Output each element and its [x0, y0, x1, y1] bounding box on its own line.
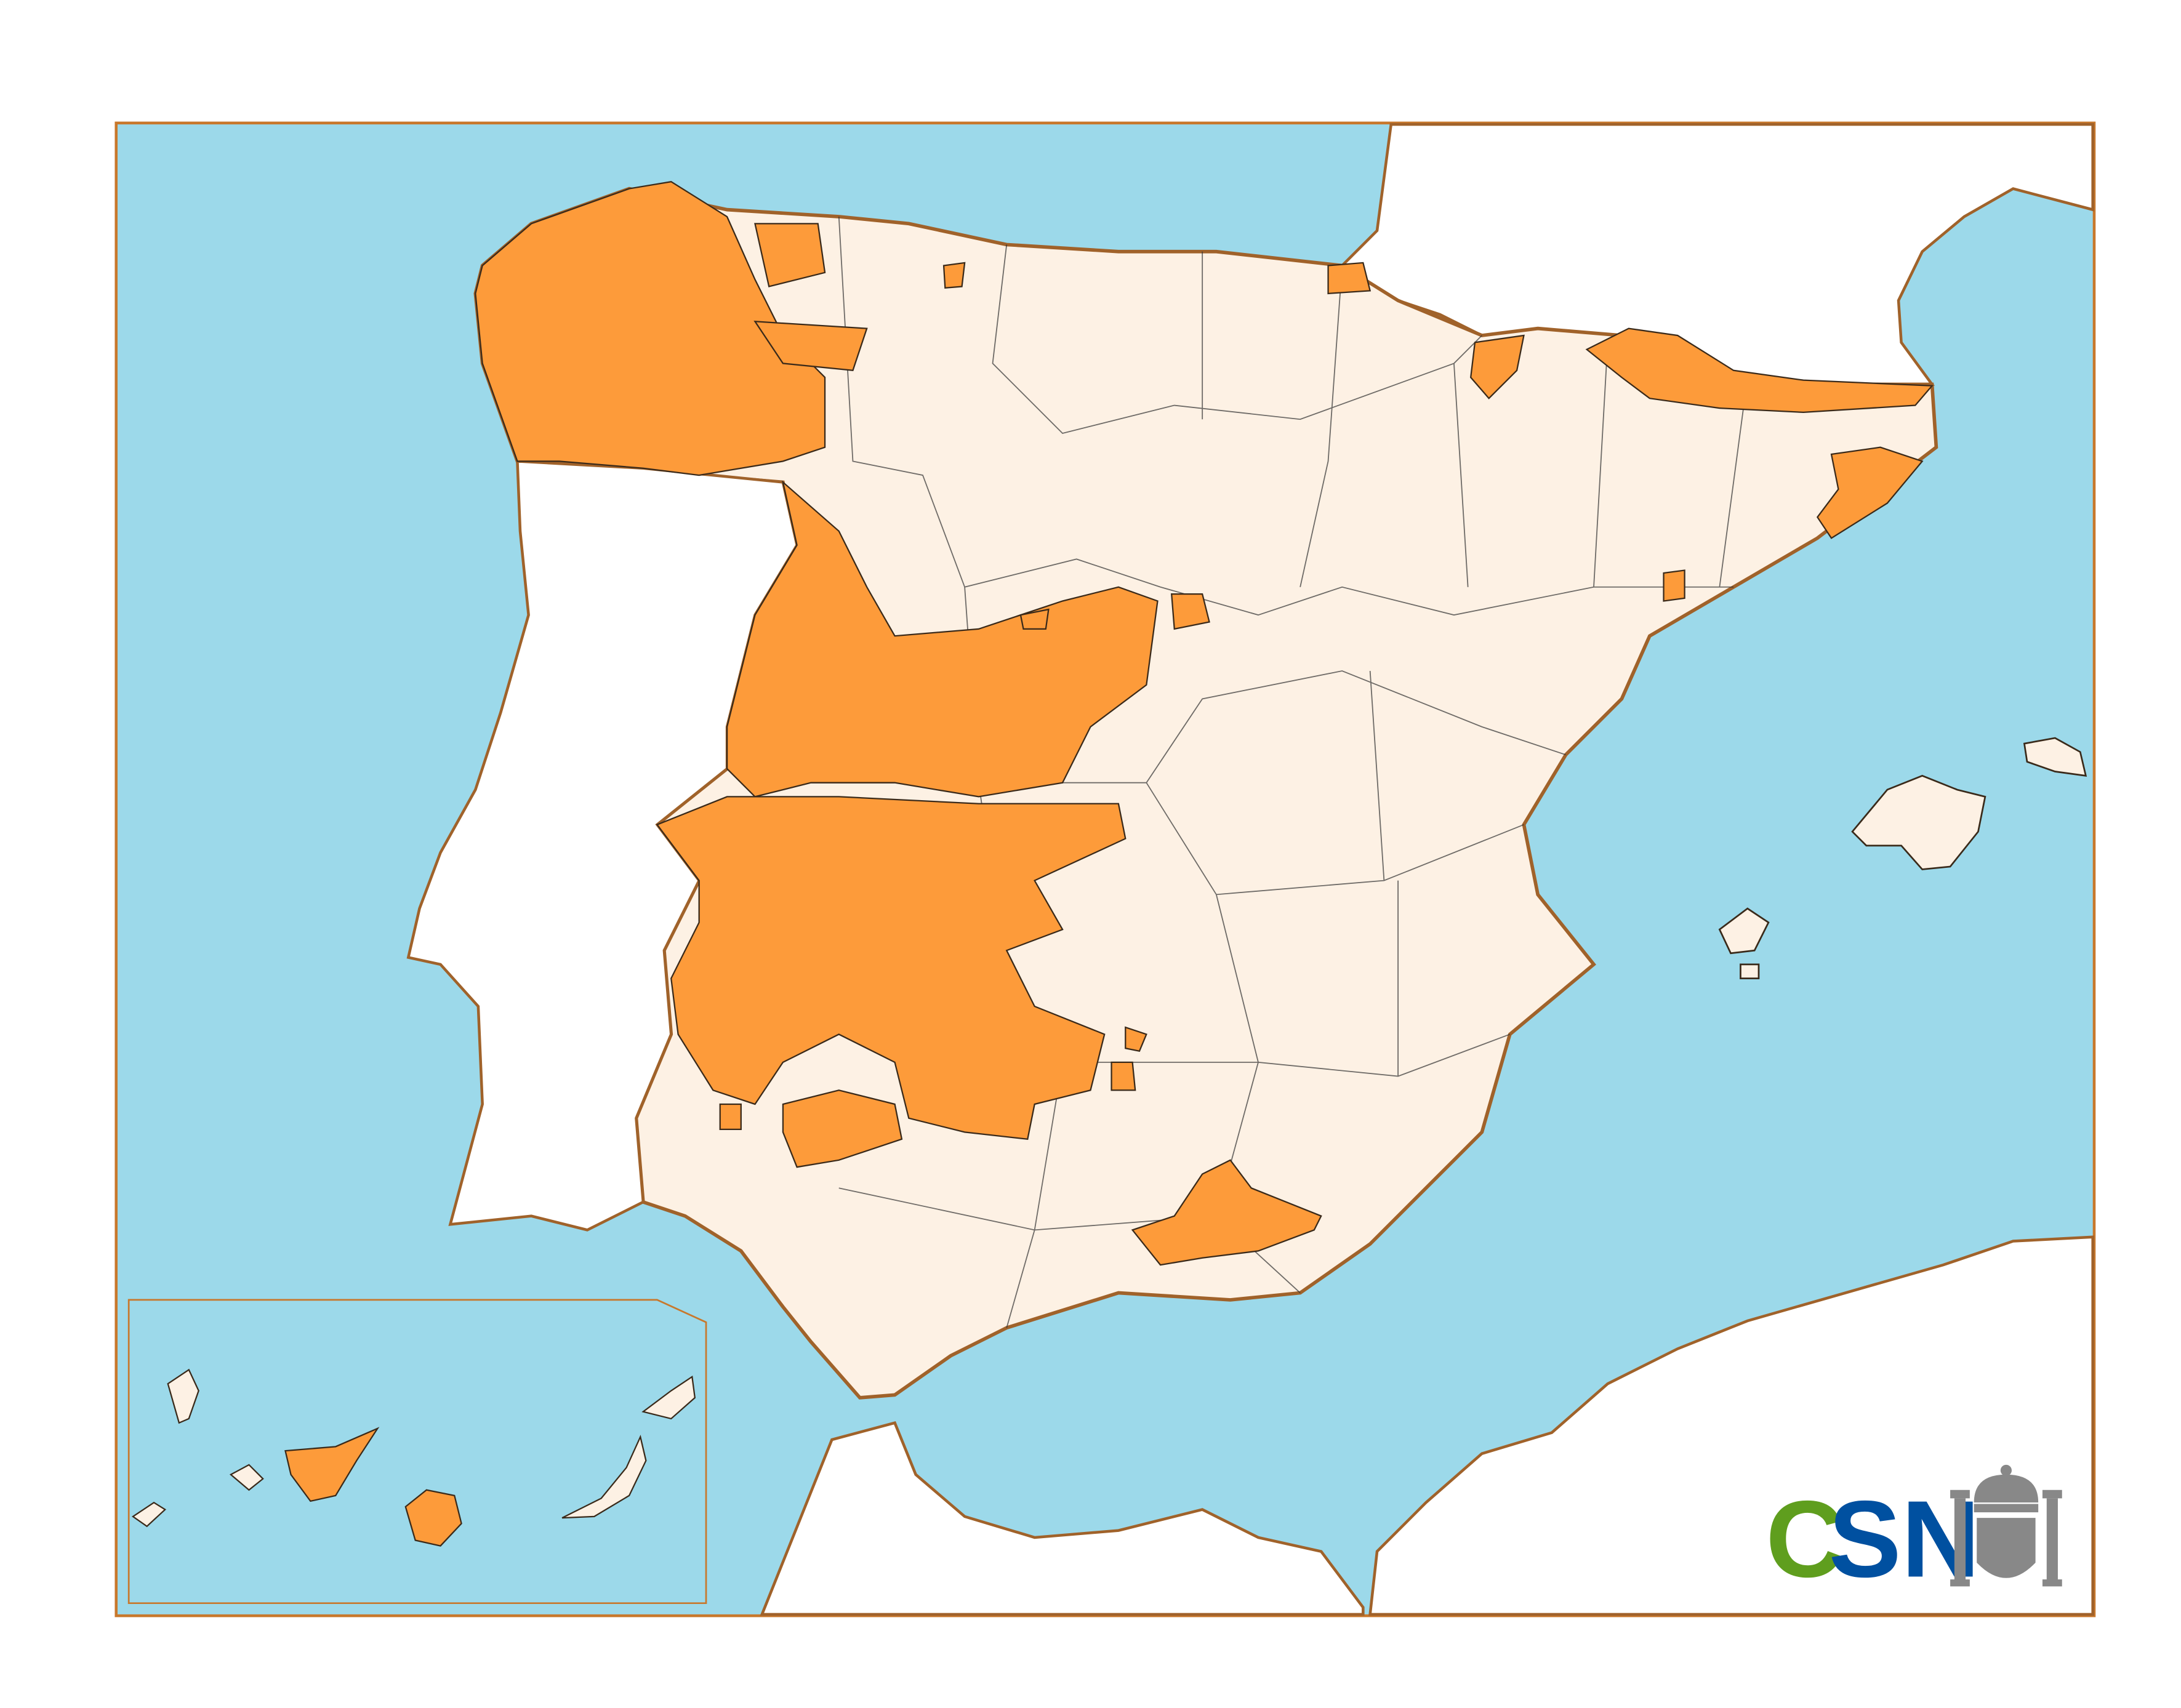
csn-logo: C SN: [1765, 1464, 2062, 1600]
island-mallorca: [1851, 774, 1986, 870]
area-extremadura: [656, 796, 1127, 1141]
area-asturias-west: [753, 223, 966, 371]
area-sierra-nevada: [1131, 1159, 1322, 1266]
area-catalonia-coast: [1327, 262, 1924, 602]
canary-islands: [131, 1368, 696, 1547]
island-ibiza: [1718, 907, 1770, 979]
area-castilla-west: [726, 480, 1159, 798]
logo-letter-c: C: [1765, 1478, 1844, 1600]
island-lanzarote: [641, 1375, 696, 1420]
area-guadalajara: [1019, 593, 1210, 630]
island-menorca: [2023, 737, 2087, 777]
highlighted-areas: [475, 181, 1934, 1266]
island-la-palma: [167, 1368, 199, 1424]
africa-landmass: [760, 1235, 2094, 1616]
balearic-islands: [1718, 737, 2087, 979]
island-el-hierro: [131, 1501, 167, 1528]
island-gran-canaria: [404, 1489, 462, 1547]
island-tenerife: [284, 1427, 380, 1502]
area-andalucia-west: [719, 1026, 1147, 1168]
canary-inset-frame: [127, 1299, 707, 1605]
island-fuerteventura: [561, 1434, 647, 1519]
area-pyrenees-aragon: [1469, 327, 1934, 414]
island-la-gomera: [229, 1464, 264, 1491]
coat-of-arms-icon: [1950, 1464, 2062, 1587]
area-galicia: [475, 181, 826, 476]
